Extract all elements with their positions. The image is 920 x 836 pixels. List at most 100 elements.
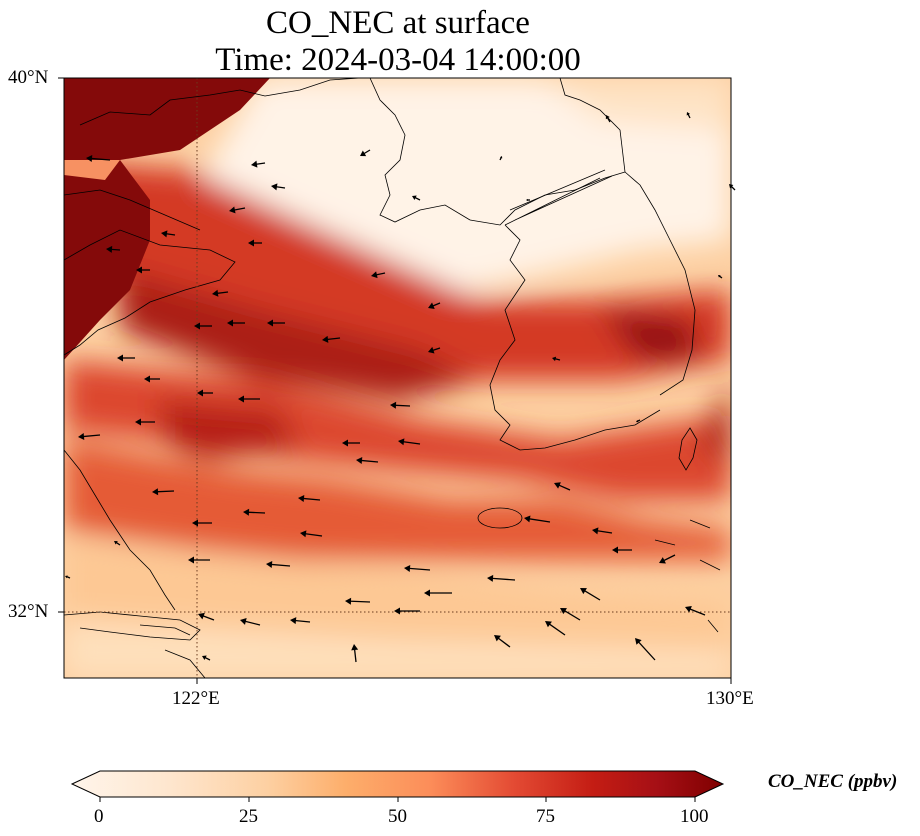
wind-arrow-shaft	[547, 622, 566, 636]
wind-arrow-head	[404, 564, 411, 572]
wind-arrow-head	[398, 438, 405, 446]
wind-arrow-head	[580, 588, 587, 595]
wind-vectors	[65, 112, 736, 663]
wind-arrow-head	[188, 556, 194, 564]
wind-arrow-head	[424, 589, 430, 597]
wind-arrow-head	[412, 195, 417, 201]
wind-arrow-shaft	[401, 440, 421, 445]
wind-arrow-shaft	[636, 640, 656, 661]
wind-arrow-head	[560, 608, 567, 615]
wind-arrow-head	[360, 150, 367, 157]
wind-arrow-shaft	[496, 636, 511, 648]
wind-arrow-head	[605, 115, 610, 120]
wind-arrow-shaft	[595, 529, 613, 534]
wind-arrow-head	[554, 482, 561, 489]
wind-arrow-head	[198, 612, 205, 620]
wind-arrow-head	[266, 561, 273, 568]
wind-arrow-head	[243, 508, 250, 516]
wind-arrow-shaft	[303, 532, 323, 537]
wind-arrow-head	[65, 575, 68, 579]
map-frame	[63, 77, 732, 679]
wind-arrow-shaft	[348, 600, 371, 603]
cb-ticklabel-75: 75	[536, 806, 555, 827]
wind-arrow-head	[240, 618, 247, 625]
wind-arrow-head	[161, 230, 168, 238]
wind-arrow-head	[117, 354, 123, 362]
cb-ticklabel-100: 100	[680, 806, 709, 827]
wind-arrow-head	[356, 457, 363, 465]
wind-arrow-shaft	[293, 619, 311, 623]
wind-arrow-head	[152, 488, 159, 496]
wind-arrow-shaft	[527, 517, 551, 523]
wind-arrow-shaft	[325, 337, 341, 341]
wind-arrow-shaft	[155, 490, 175, 493]
wind-arrow-head	[428, 302, 435, 309]
wind-arrow-head	[612, 546, 618, 554]
wind-arrow-head	[106, 245, 113, 253]
wind-arrow-head	[718, 275, 721, 278]
lat-label-40n: 40°N	[8, 67, 49, 88]
wind-arrow-head	[394, 607, 400, 615]
wind-arrow-shaft	[246, 511, 266, 514]
cb-ticklabel-25: 25	[239, 806, 258, 827]
wind-arrow-head	[322, 335, 329, 343]
wind-arrow-shaft	[243, 620, 261, 626]
wind-arrow-head	[238, 395, 244, 403]
wind-arrow-head	[290, 617, 297, 625]
wind-arrow-head	[271, 183, 278, 191]
wind-arrow-head	[202, 655, 207, 661]
wind-arrow-head	[144, 375, 150, 383]
wind-arrow-head	[267, 319, 273, 327]
wind-arrow-head	[345, 597, 352, 605]
wind-arrow-head	[371, 271, 378, 279]
wind-arrow-head	[342, 439, 348, 447]
wind-arrow-head	[428, 346, 435, 354]
wind-arrow-head	[194, 322, 200, 330]
wind-arrow-head	[686, 112, 691, 116]
wind-arrow-shaft	[562, 609, 581, 621]
wind-arrow-head	[227, 319, 233, 327]
wind-arrow-shaft	[301, 497, 321, 501]
wind-arrow-shaft	[582, 589, 601, 601]
wind-arrow-head	[636, 419, 639, 423]
wind-arrow-head	[351, 644, 359, 651]
plot-title-line1: CO_NEC at surface	[266, 5, 530, 41]
wind-arrow-shaft	[688, 607, 706, 616]
wind-arrow-head	[251, 160, 258, 168]
wind-arrow-shaft	[269, 563, 291, 567]
cb-ticklabel-50: 50	[388, 806, 407, 827]
wind-arrow-shaft	[81, 434, 101, 438]
wind-arrow-head	[494, 635, 501, 642]
wind-arrow-head	[685, 605, 692, 613]
wind-arrow-head	[298, 495, 305, 503]
wind-arrow-head	[659, 557, 666, 564]
coastlines	[64, 78, 721, 678]
wind-arrow-head	[635, 638, 642, 645]
wind-arrow-shaft	[407, 567, 431, 571]
wind-arrow-head	[135, 418, 141, 426]
wind-arrow-head	[487, 574, 494, 582]
wind-arrow-head	[248, 239, 254, 247]
wind-arrow-head	[552, 356, 557, 362]
colorbar-label: CO_NEC (ppbv)	[768, 771, 898, 792]
lon-label-122e: 122°E	[172, 688, 220, 709]
wind-arrow-head	[524, 515, 531, 523]
lat-label-32n: 32°N	[8, 601, 49, 622]
wind-arrow-head	[300, 530, 307, 538]
wind-arrow-shaft	[359, 459, 379, 463]
concentration-field	[64, 78, 731, 678]
wind-arrow-head	[197, 389, 203, 397]
wind-arrow-head	[526, 198, 528, 202]
wind-arrow-head	[229, 206, 236, 214]
wind-arrow-head	[78, 432, 85, 440]
lon-label-130e: 130°E	[706, 688, 754, 709]
wind-arrow-head	[545, 621, 552, 628]
wind-arrow-head	[499, 156, 503, 159]
wind-arrow-shaft	[490, 577, 516, 581]
wind-arrow-head	[86, 155, 93, 162]
plot-title-line2: Time: 2024-03-04 14:00:00	[215, 42, 581, 78]
wind-arrow-head	[192, 519, 198, 527]
wind-arrow-head	[592, 527, 599, 535]
wind-arrow-head	[136, 266, 142, 274]
